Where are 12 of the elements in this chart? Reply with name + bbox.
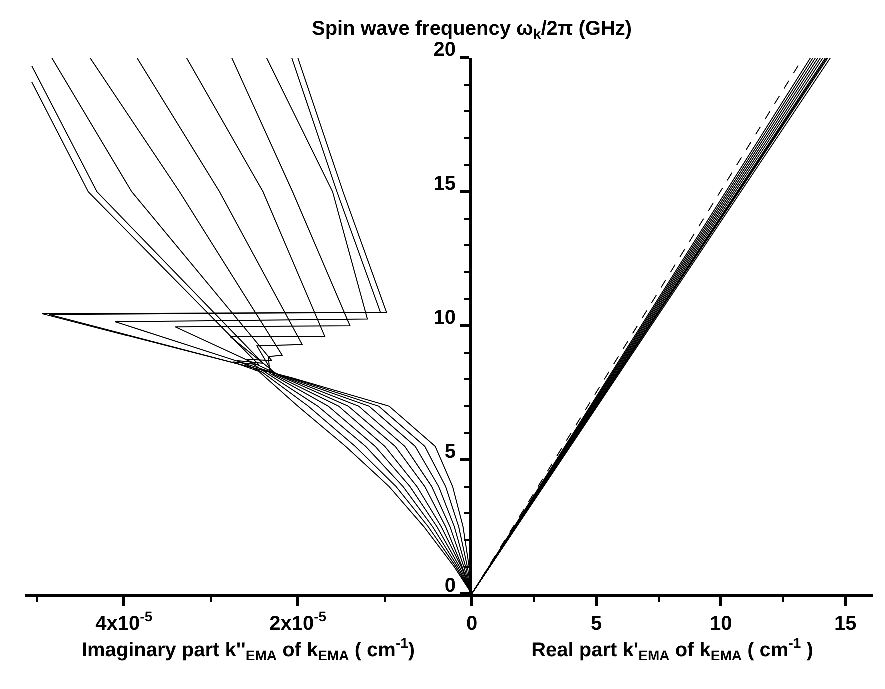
y-tick-label: 10 <box>434 307 456 329</box>
x-tick-label: 5 <box>590 613 602 635</box>
x-tick-label: 0 <box>466 613 478 635</box>
y-tick-label: 0 <box>444 575 456 597</box>
y-tick-label: 15 <box>434 173 456 195</box>
x-axis-title: Imaginary part k''$_{EMA}$ of k$_{EMA}$ ( cm$^{-1}$) <box>82 635 416 664</box>
y-tick-label: 5 <box>444 441 456 463</box>
x-tick-label: 15 <box>834 613 857 635</box>
x-tick-label: 2x10$^{-5}$ <box>270 608 327 635</box>
x-tick-label: 10 <box>710 613 732 635</box>
x-axis-title: Real part k'$_{EMA}$ of k$_{EMA}$ ( cm$^{-1}$ ) <box>532 635 814 664</box>
x-tick-label: 4x10$^{-5}$ <box>96 608 153 635</box>
